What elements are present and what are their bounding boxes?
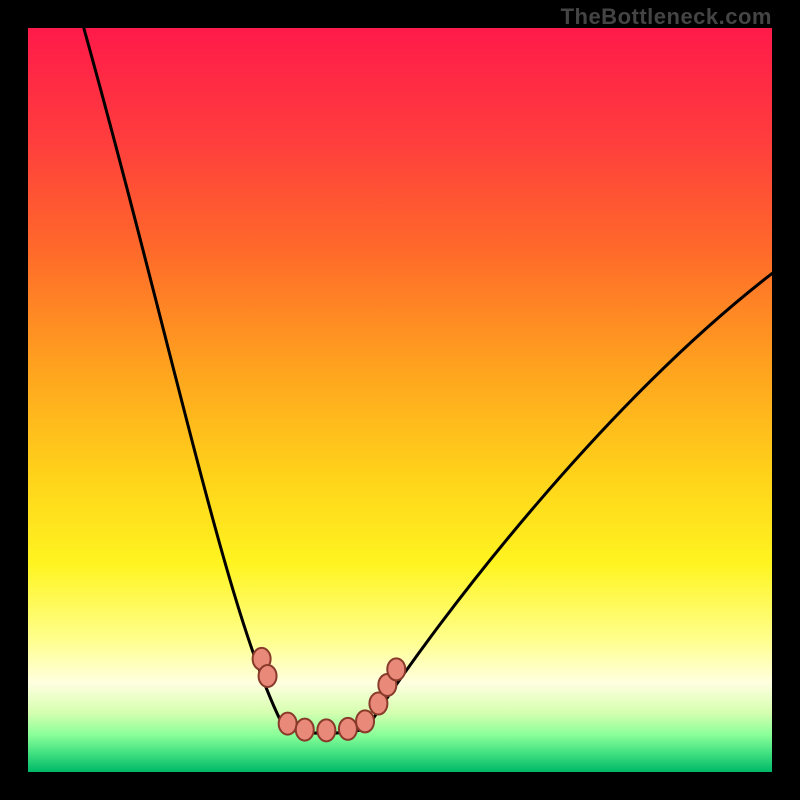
marker-dot (387, 658, 405, 680)
chart-container: TheBottleneck.com (0, 0, 800, 800)
plot-area (28, 28, 772, 772)
marker-dot (339, 718, 357, 740)
chart-svg (28, 28, 772, 772)
marker-dot (279, 713, 297, 735)
marker-dot (259, 665, 277, 687)
watermark-text: TheBottleneck.com (561, 4, 772, 30)
marker-dot (296, 719, 314, 741)
marker-dot (317, 719, 335, 741)
marker-dot (356, 710, 374, 732)
